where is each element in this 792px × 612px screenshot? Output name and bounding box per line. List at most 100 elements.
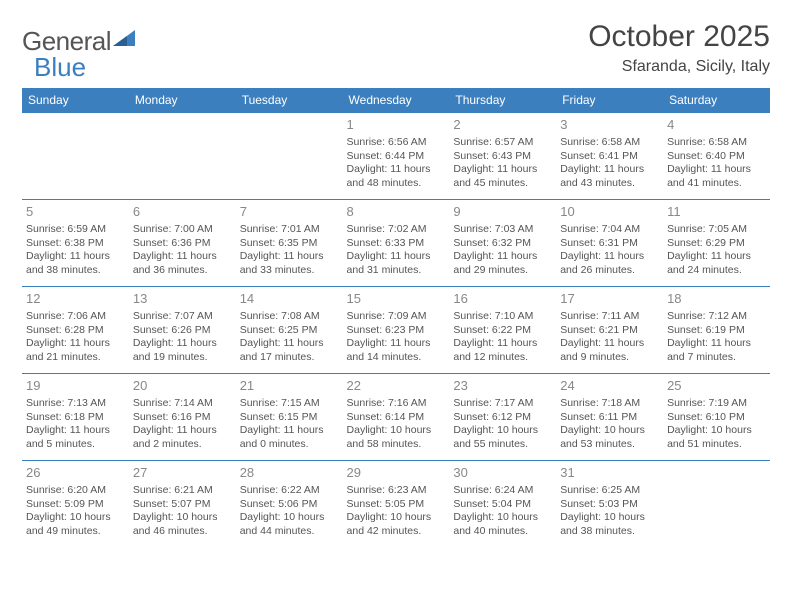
calendar-day-cell: 25Sunrise: 7:19 AMSunset: 6:10 PMDayligh… [663, 374, 770, 461]
day-detail-line: Daylight: 11 hours [133, 250, 232, 264]
day-detail-line: Sunset: 6:10 PM [667, 411, 766, 425]
calendar-day-cell: 29 Sunrise: 6:23 AMSunset: 5:05 PMDayligh… [343, 461, 450, 548]
day-detail-line: Daylight: 10 hours [560, 424, 659, 438]
day-detail-line: Daylight: 11 hours [347, 250, 446, 264]
day-detail-line: Sunset: 5:03 PM [560, 498, 659, 512]
day-number: 15 [347, 291, 446, 308]
calendar-day-cell: 18Sunrise: 7:12 AMSunset: 6:19 PMDayligh… [663, 287, 770, 374]
day-detail-line: Daylight: 11 hours [26, 337, 125, 351]
calendar-table: SundayMondayTuesdayWednesdayThursdayFrid… [22, 88, 770, 547]
day-detail-line: Sunrise: 7:03 AM [453, 223, 552, 237]
day-number: 29 [347, 465, 446, 482]
day-detail-line: and 40 minutes. [453, 525, 552, 539]
day-detail-line: Sunrise: 7:07 AM [133, 310, 232, 324]
day-detail-line: Sunrise: 7:04 AM [560, 223, 659, 237]
day-number: 28 [240, 465, 339, 482]
calendar-day-cell: 17Sunrise: 7:11 AMSunset: 6:21 PMDayligh… [556, 287, 663, 374]
calendar-week-row: 19Sunrise: 7:13 AMSunset: 6:18 PMDayligh… [22, 374, 770, 461]
calendar-header-cell: Saturday [663, 88, 770, 113]
day-detail-line: Daylight: 11 hours [453, 337, 552, 351]
calendar-day-cell: 16Sunrise: 7:10 AMSunset: 6:22 PMDayligh… [449, 287, 556, 374]
day-detail-line: Sunrise: 7:01 AM [240, 223, 339, 237]
day-number: 30 [453, 465, 552, 482]
day-number: 10 [560, 204, 659, 221]
day-detail-line: Sunrise: 6:56 AM [347, 136, 446, 150]
calendar-day-cell [236, 113, 343, 200]
calendar-header-row: SundayMondayTuesdayWednesdayThursdayFrid… [22, 88, 770, 113]
day-detail-line: and 53 minutes. [560, 438, 659, 452]
day-detail-line: and 51 minutes. [667, 438, 766, 452]
day-detail-line: Sunrise: 6:23 AM [347, 484, 446, 498]
location: Sfaranda, Sicily, Italy [588, 58, 770, 76]
day-detail-line: Sunset: 6:25 PM [240, 324, 339, 338]
day-number: 1 [347, 117, 446, 134]
day-detail-line: Sunset: 6:28 PM [26, 324, 125, 338]
calendar-day-cell: 4Sunrise: 6:58 AMSunset: 6:40 PMDaylight… [663, 113, 770, 200]
calendar-day-cell: 31Sunrise: 6:25 AMSunset: 5:03 PMDayligh… [556, 461, 663, 548]
day-detail-line: and 9 minutes. [560, 351, 659, 365]
day-detail-line: Daylight: 11 hours [453, 250, 552, 264]
day-detail-line: Sunset: 5:07 PM [133, 498, 232, 512]
day-detail-line: Sunset: 6:18 PM [26, 411, 125, 425]
calendar-week-row: 26Sunrise: 6:20 AMSunset: 5:09 PMDayligh… [22, 461, 770, 548]
day-detail-line: Daylight: 10 hours [453, 424, 552, 438]
day-detail-line: Sunrise: 6:25 AM [560, 484, 659, 498]
day-detail-line: Sunset: 6:29 PM [667, 237, 766, 251]
calendar-day-cell: 28Sunrise: 6:22 AMSunset: 5:06 PMDayligh… [236, 461, 343, 548]
calendar-day-cell: 2Sunrise: 6:57 AMSunset: 6:43 PMDaylight… [449, 113, 556, 200]
day-number: 31 [560, 465, 659, 482]
day-detail-line: Daylight: 10 hours [347, 511, 446, 525]
day-number: 5 [26, 204, 125, 221]
day-detail-line: Daylight: 10 hours [240, 511, 339, 525]
calendar-day-cell: 30Sunrise: 6:24 AMSunset: 5:04 PMDayligh… [449, 461, 556, 548]
day-detail-line: and 36 minutes. [133, 264, 232, 278]
day-detail-line: Daylight: 11 hours [667, 337, 766, 351]
day-detail-line: Sunset: 6:15 PM [240, 411, 339, 425]
calendar-week-row: 5Sunrise: 6:59 AMSunset: 6:38 PMDaylight… [22, 200, 770, 287]
calendar-header-cell: Tuesday [236, 88, 343, 113]
calendar-day-cell: 13Sunrise: 7:07 AMSunset: 6:26 PMDayligh… [129, 287, 236, 374]
day-detail-line: Daylight: 10 hours [26, 511, 125, 525]
calendar-day-cell: 11Sunrise: 7:05 AMSunset: 6:29 PMDayligh… [663, 200, 770, 287]
day-detail-line: Daylight: 11 hours [667, 163, 766, 177]
day-detail-line: Daylight: 11 hours [560, 337, 659, 351]
day-detail-line: and 55 minutes. [453, 438, 552, 452]
day-detail-line: Sunrise: 7:05 AM [667, 223, 766, 237]
calendar-day-cell: 6Sunrise: 7:00 AMSunset: 6:36 PMDaylight… [129, 200, 236, 287]
day-detail-line: Sunrise: 7:14 AM [133, 397, 232, 411]
day-detail-line: Sunrise: 7:09 AM [347, 310, 446, 324]
calendar-day-cell: 22Sunrise: 7:16 AMSunset: 6:14 PMDayligh… [343, 374, 450, 461]
day-number: 14 [240, 291, 339, 308]
day-detail-line: Daylight: 10 hours [133, 511, 232, 525]
day-detail-line: and 43 minutes. [560, 177, 659, 191]
day-detail-line: and 48 minutes. [347, 177, 446, 191]
calendar-day-cell: 24Sunrise: 7:18 AMSunset: 6:11 PMDayligh… [556, 374, 663, 461]
calendar-day-cell [663, 461, 770, 548]
day-detail-line: Sunset: 6:19 PM [667, 324, 766, 338]
day-detail-line: Sunset: 5:06 PM [240, 498, 339, 512]
day-detail-line: and 24 minutes. [667, 264, 766, 278]
day-detail-line: Sunrise: 7:19 AM [667, 397, 766, 411]
day-detail-line: Sunrise: 7:15 AM [240, 397, 339, 411]
day-detail-line: Daylight: 11 hours [667, 250, 766, 264]
day-detail-line: Sunset: 6:22 PM [453, 324, 552, 338]
day-detail-line: and 14 minutes. [347, 351, 446, 365]
day-detail-line: and 46 minutes. [133, 525, 232, 539]
day-detail-line: Sunrise: 7:13 AM [26, 397, 125, 411]
day-detail-line: and 12 minutes. [453, 351, 552, 365]
day-detail-line: and 42 minutes. [347, 525, 446, 539]
day-detail-line: Sunset: 6:21 PM [560, 324, 659, 338]
day-number: 16 [453, 291, 552, 308]
calendar-day-cell [22, 113, 129, 200]
day-number: 9 [453, 204, 552, 221]
calendar-week-row: 1Sunrise: 6:56 AMSunset: 6:44 PMDaylight… [22, 113, 770, 200]
calendar-day-cell: 5Sunrise: 6:59 AMSunset: 6:38 PMDaylight… [22, 200, 129, 287]
day-number: 13 [133, 291, 232, 308]
day-detail-line: Daylight: 11 hours [133, 337, 232, 351]
day-detail-line: Sunset: 5:04 PM [453, 498, 552, 512]
day-detail-line: and 29 minutes. [453, 264, 552, 278]
day-detail-line: Sunset: 5:05 PM [347, 498, 446, 512]
calendar-header-cell: Sunday [22, 88, 129, 113]
calendar-day-cell: 26Sunrise: 6:20 AMSunset: 5:09 PMDayligh… [22, 461, 129, 548]
brand-triangle-icon [113, 28, 135, 55]
